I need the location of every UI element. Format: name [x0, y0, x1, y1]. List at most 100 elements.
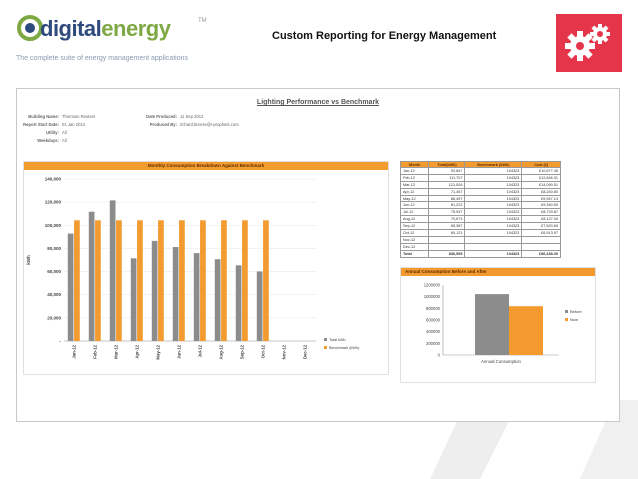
y-tick-label: 0: [438, 353, 441, 358]
table-cell: 836,595: [428, 249, 466, 258]
table-cell: 65,387: [428, 222, 466, 231]
y-tick-label: 60,000: [47, 269, 61, 274]
table-cell: 104323: [464, 173, 523, 182]
table-cell: 92,847: [428, 167, 466, 175]
table-cell: 81,222: [428, 201, 466, 210]
x-tick-label: Jan-12: [72, 344, 77, 358]
table-row: Jan-12 92,847 104323 £10,677.45: [399, 167, 561, 175]
bar-benchmark: [242, 220, 248, 341]
table-cell: Total: [399, 249, 430, 258]
bar-benchmark: [95, 220, 101, 341]
col-benchmark: Benchmark (kWh): [464, 161, 523, 168]
bar-benchmark: [158, 220, 164, 341]
digital-energy-logo: digitalenergy TM: [16, 14, 216, 64]
table-row: Mar-12 121,526 104323 £14,090.51: [399, 180, 561, 189]
table-cell: Nov-12: [399, 235, 430, 244]
annual-chart-panel: Annual Consumption Before and After 0 200…: [400, 267, 596, 383]
y-tick-label: 140,000: [45, 177, 62, 182]
bar-total: [67, 233, 74, 341]
monthly-data-table: Month Total(kWh) Benchmark (kWh) Cost (£…: [399, 161, 561, 258]
bar-benchmark: [137, 220, 143, 341]
gears-badge: [556, 14, 622, 72]
x-tick-label: Dec-12: [303, 344, 308, 359]
table-cell: 75,947: [428, 208, 466, 217]
meta-row: Utility: All: [45, 130, 67, 135]
table-cell: £8,240.60: [521, 187, 561, 196]
table-cell: £6,913.97: [521, 229, 561, 237]
legend-swatch: [565, 318, 568, 321]
x-tick-label: May-12: [156, 344, 161, 359]
bar-total: [109, 200, 116, 341]
table-cell: 104323: [464, 208, 523, 217]
table-cell: £96,438.30: [521, 249, 561, 258]
x-tick-label: Jul-12: [198, 344, 203, 357]
tagline: The complete suite of energy management …: [16, 55, 188, 62]
table-row: Aug-12 70,673 104323 £8,127.34: [399, 215, 561, 224]
x-tick-label: Aug-12: [219, 344, 224, 359]
table-cell: £7,520.60: [521, 222, 561, 231]
y-tick-label: 1000000: [424, 294, 441, 299]
table-header-row: Month Total(kWh) Benchmark (kWh) Cost (£…: [399, 161, 561, 168]
meta-row: Produced By: richard.breese@i-prophets.co…: [149, 122, 239, 127]
table-cell: £9,340.50: [521, 201, 561, 210]
col-total: Total(kWh): [428, 161, 466, 168]
x-tick-label: Jun-12: [177, 344, 182, 358]
table-cell: Mar-12: [399, 180, 430, 189]
y-tick-label: 600000: [426, 318, 441, 323]
table-cell: £14,090.51: [521, 180, 561, 189]
x-tick-label: Apr-12: [135, 344, 140, 358]
table-cell: 104323: [464, 222, 523, 231]
bar-before: [475, 294, 509, 355]
table-cell: [428, 235, 466, 244]
slide-title: Custom Reporting for Energy Management: [272, 30, 497, 42]
y-tick-label: 400000: [426, 329, 441, 334]
legend-swatch: [324, 346, 327, 349]
bar-total: [88, 211, 95, 341]
bar-benchmark: [263, 220, 269, 341]
table-cell: [464, 242, 523, 251]
trademark: TM: [198, 18, 207, 24]
table-cell: Apr-12: [399, 187, 430, 196]
meta-row: Building Name: Thomson Reuters: [28, 114, 96, 119]
annual-consumption-chart: 0 200000 400000 600000 800000 1000000 1200000 A…: [424, 283, 583, 365]
bar-total: [130, 258, 137, 341]
table-cell: £9,947.14: [521, 194, 561, 203]
table-cell: Dec-12: [399, 242, 430, 251]
table-cell: £8,733.87: [521, 208, 561, 217]
y-tick-label: 100,000: [45, 223, 62, 228]
bar-total: [235, 265, 242, 341]
table-cell: May-12: [399, 194, 430, 203]
table-cell: [521, 242, 561, 251]
table-cell: 104323: [464, 187, 523, 196]
bar-total: [172, 247, 179, 341]
report-meta-right: Date Produced: 11 Sep 2012 Produced By: ri…: [143, 113, 239, 129]
bar-benchmark: [116, 220, 122, 341]
legend-label: Now: [570, 317, 578, 322]
legend-label: Before: [570, 309, 583, 314]
meta-row: Date Produced: 11 Sep 2012: [146, 114, 204, 119]
table-cell: 104323: [464, 194, 523, 203]
bar-total: [193, 253, 200, 341]
bar-benchmark: [200, 220, 206, 341]
y-tick-label: 1200000: [424, 283, 441, 288]
bar-total: [214, 259, 221, 341]
table-row: Nov-12: [399, 235, 561, 244]
y-tick-label: 200000: [426, 341, 441, 346]
table-cell: [521, 235, 561, 244]
table-cell: 104323: [464, 229, 523, 237]
bar-benchmark: [74, 220, 80, 341]
monthly-consumption-chart: - 20,000 40,000 60,000 80,000 100,000 120,000 1…: [26, 177, 360, 360]
table-row: Oct-12 60,121 104323 £6,913.97: [399, 229, 561, 237]
y-axis-label: kWh: [26, 255, 31, 265]
x-tick-label: Nov-12: [282, 344, 287, 359]
table-row: Jun-12 81,222 104323 £9,340.50: [399, 201, 561, 210]
report-sheet: Lighting Performance vs Benchmark Buildi…: [16, 88, 620, 422]
table-row: Apr-12 71,457 104323 £8,240.60: [399, 187, 561, 196]
x-tick-label: Sep-12: [240, 344, 245, 359]
bar-benchmark: [179, 220, 185, 341]
table-cell: 104323: [464, 249, 523, 258]
logo-word-energy: energy: [101, 16, 171, 41]
table-cell: Jun-12: [399, 201, 430, 210]
table-cell: Aug-12: [399, 215, 430, 224]
table-cell: £10,677.45: [521, 167, 561, 175]
